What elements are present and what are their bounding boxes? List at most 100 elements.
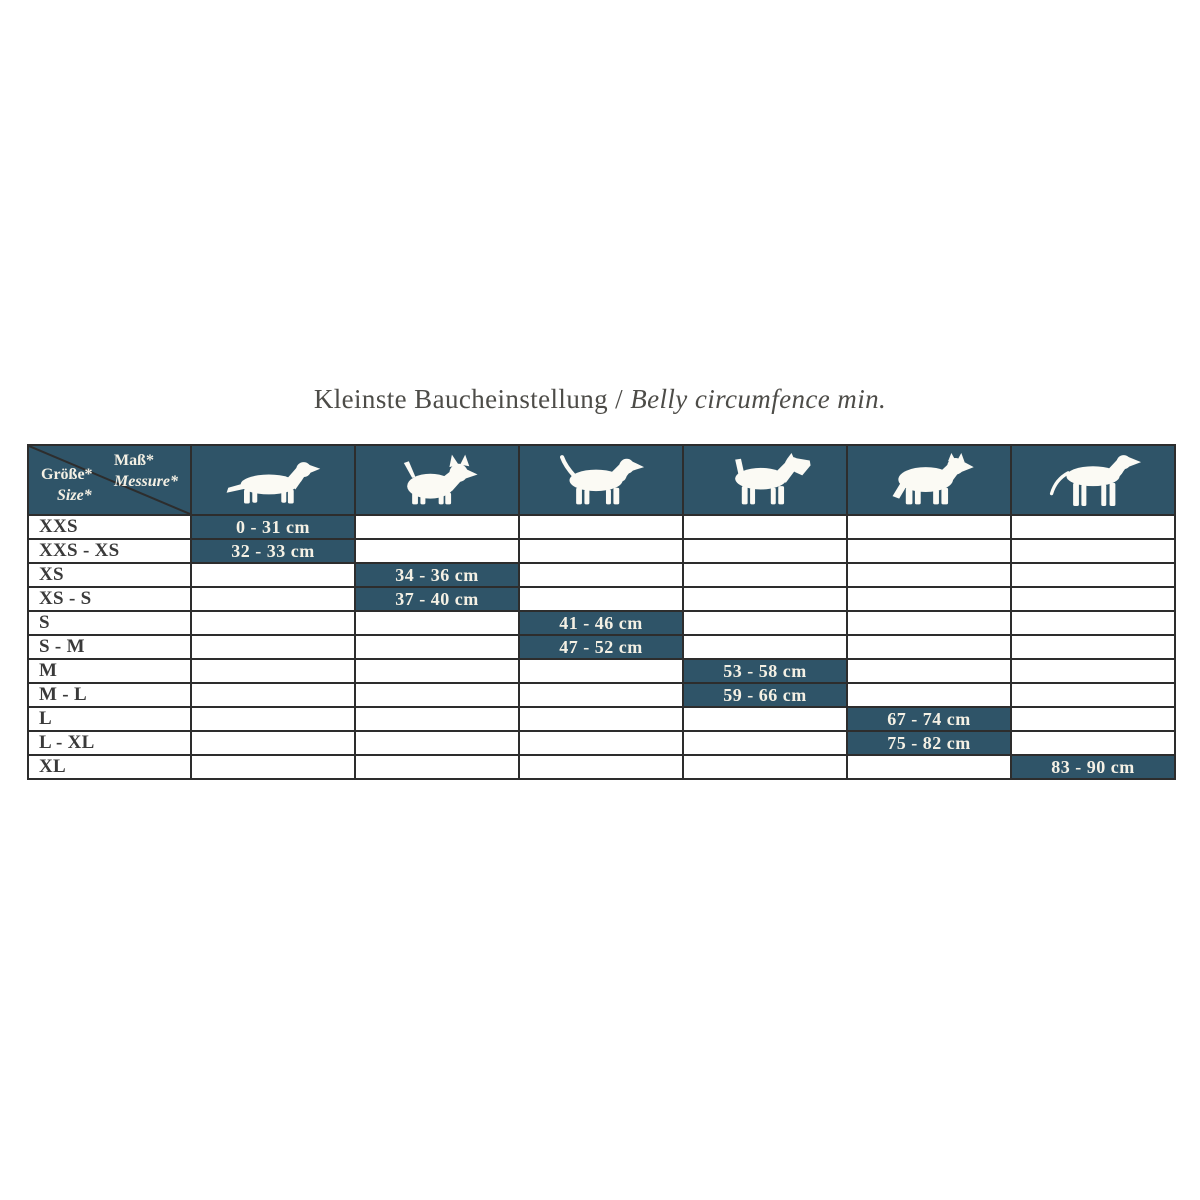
empty-cell: [518, 562, 684, 588]
empty-cell: [846, 634, 1012, 660]
table-row: XL 83 - 90 cm: [27, 754, 1176, 780]
empty-cell: [846, 562, 1012, 588]
range-cell: 53 - 58 cm: [682, 658, 848, 684]
column-header-medium-hound: [518, 444, 684, 516]
empty-cell: [846, 586, 1012, 612]
size-label: XXS: [27, 514, 192, 540]
empty-cell: [518, 586, 684, 612]
empty-cell: [1010, 706, 1176, 732]
empty-cell: [518, 538, 684, 564]
empty-cell: [190, 754, 356, 780]
title-separator: /: [608, 384, 631, 414]
size-table: Maß* Messure* Größe* Size* XXS 0 - 31 cm X…: [27, 444, 1176, 780]
size-label: XL: [27, 754, 192, 780]
column-header-husky: [846, 444, 1012, 516]
empty-cell: [1010, 586, 1176, 612]
size-label: L - XL: [27, 730, 192, 756]
empty-cell: [354, 514, 520, 540]
empty-cell: [846, 514, 1012, 540]
range-cell: 75 - 82 cm: [846, 730, 1012, 756]
column-header-dachshund: [190, 444, 356, 516]
empty-cell: [1010, 562, 1176, 588]
empty-cell: [190, 658, 356, 684]
measure-header: Maß* Messure*: [114, 451, 178, 493]
size-label: S - M: [27, 634, 192, 660]
empty-cell: [190, 610, 356, 636]
empty-cell: [354, 682, 520, 708]
range-cell: 83 - 90 cm: [1010, 754, 1176, 780]
empty-cell: [518, 754, 684, 780]
range-cell: 41 - 46 cm: [518, 610, 684, 636]
empty-cell: [1010, 658, 1176, 684]
table-row: S - M 47 - 52 cm: [27, 634, 1176, 660]
empty-cell: [1010, 538, 1176, 564]
empty-cell: [682, 634, 848, 660]
size-label: XXS - XS: [27, 538, 192, 564]
table-row: XS - S 37 - 40 cm: [27, 586, 1176, 612]
table-row: S 41 - 46 cm: [27, 610, 1176, 636]
range-cell: 32 - 33 cm: [190, 538, 356, 564]
size-label: M: [27, 658, 192, 684]
empty-cell: [1010, 730, 1176, 756]
empty-cell: [846, 538, 1012, 564]
empty-cell: [190, 562, 356, 588]
size-label: M - L: [27, 682, 192, 708]
size-label-de: Größe*: [41, 466, 93, 484]
table-row: XS 34 - 36 cm: [27, 562, 1176, 588]
table-row: XXS - XS 32 - 33 cm: [27, 538, 1176, 564]
empty-cell: [1010, 610, 1176, 636]
diagonal-divider: [29, 446, 190, 514]
empty-cell: [682, 586, 848, 612]
corner-cell: Maß* Messure* Größe* Size*: [27, 444, 192, 516]
empty-cell: [846, 754, 1012, 780]
small-terrier-icon: [376, 453, 498, 511]
table-row: M - L 59 - 66 cm: [27, 682, 1176, 708]
size-header: Größe* Size*: [41, 465, 93, 507]
empty-cell: [682, 730, 848, 756]
range-cell: 34 - 36 cm: [354, 562, 520, 588]
table-row: L - XL 75 - 82 cm: [27, 730, 1176, 756]
size-label: L: [27, 706, 192, 732]
empty-cell: [190, 586, 356, 612]
empty-cell: [846, 658, 1012, 684]
beagle-icon: [540, 453, 662, 511]
empty-cell: [682, 538, 848, 564]
empty-cell: [190, 682, 356, 708]
size-label: XS: [27, 562, 192, 588]
size-label: S: [27, 610, 192, 636]
husky-icon: [868, 453, 990, 511]
empty-cell: [1010, 634, 1176, 660]
column-header-great-dane: [1010, 444, 1176, 516]
empty-cell: [354, 730, 520, 756]
empty-cell: [190, 706, 356, 732]
empty-cell: [518, 682, 684, 708]
measure-label-en: Messure*: [113, 472, 178, 490]
table-row: L 67 - 74 cm: [27, 706, 1176, 732]
title-english: Belly circumfence min.: [630, 384, 887, 414]
range-cell: 67 - 74 cm: [846, 706, 1012, 732]
schnauzer-icon: [704, 453, 826, 511]
table-header-row: Maß* Messure* Größe* Size*: [27, 444, 1176, 516]
range-cell: 0 - 31 cm: [190, 514, 356, 540]
column-header-small-terrier: [354, 444, 520, 516]
column-header-schnauzer: [682, 444, 848, 516]
chart-title: Kleinste Baucheinstellung / Belly circum…: [0, 384, 1200, 415]
empty-cell: [846, 682, 1012, 708]
empty-cell: [682, 706, 848, 732]
range-cell: 47 - 52 cm: [518, 634, 684, 660]
empty-cell: [190, 730, 356, 756]
empty-cell: [1010, 514, 1176, 540]
empty-cell: [518, 514, 684, 540]
empty-cell: [682, 610, 848, 636]
empty-cell: [518, 706, 684, 732]
empty-cell: [682, 562, 848, 588]
range-cell: 59 - 66 cm: [682, 682, 848, 708]
empty-cell: [1010, 682, 1176, 708]
empty-cell: [354, 706, 520, 732]
size-label-en: Size*: [57, 487, 92, 505]
empty-cell: [518, 658, 684, 684]
table-row: XXS 0 - 31 cm: [27, 514, 1176, 540]
empty-cell: [354, 538, 520, 564]
size-label: XS - S: [27, 586, 192, 612]
